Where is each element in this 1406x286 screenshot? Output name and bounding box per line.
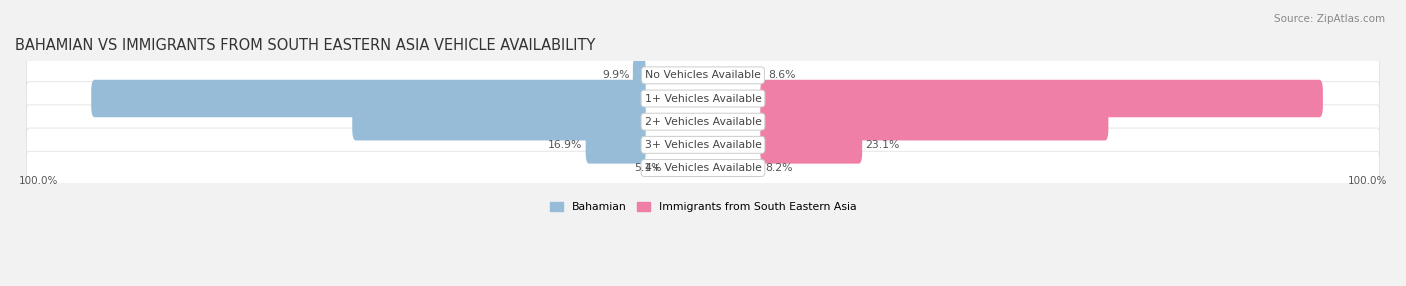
Text: 100.0%: 100.0% [18, 176, 58, 186]
Text: 59.6%: 59.6% [1333, 117, 1368, 127]
Text: Source: ZipAtlas.com: Source: ZipAtlas.com [1274, 14, 1385, 24]
Text: 9.9%: 9.9% [602, 70, 630, 80]
Text: 100.0%: 100.0% [1348, 176, 1388, 186]
FancyBboxPatch shape [27, 105, 1379, 138]
FancyBboxPatch shape [27, 59, 1379, 92]
Text: 8.2%: 8.2% [765, 163, 793, 173]
Text: 23.1%: 23.1% [866, 140, 900, 150]
Text: 5.1%: 5.1% [634, 163, 662, 173]
FancyBboxPatch shape [353, 103, 645, 140]
Text: 90.2%: 90.2% [38, 94, 73, 104]
FancyBboxPatch shape [761, 103, 1108, 140]
FancyBboxPatch shape [761, 126, 862, 164]
Text: 16.9%: 16.9% [548, 140, 582, 150]
FancyBboxPatch shape [586, 126, 645, 164]
Text: 2+ Vehicles Available: 2+ Vehicles Available [644, 117, 762, 127]
Text: 51.5%: 51.5% [38, 117, 73, 127]
FancyBboxPatch shape [27, 128, 1379, 162]
FancyBboxPatch shape [27, 151, 1379, 185]
Text: 3+ Vehicles Available: 3+ Vehicles Available [644, 140, 762, 150]
Text: No Vehicles Available: No Vehicles Available [645, 70, 761, 80]
Text: 4+ Vehicles Available: 4+ Vehicles Available [644, 163, 762, 173]
Text: 8.6%: 8.6% [768, 70, 796, 80]
Text: 1+ Vehicles Available: 1+ Vehicles Available [644, 94, 762, 104]
FancyBboxPatch shape [91, 80, 645, 117]
Legend: Bahamian, Immigrants from South Eastern Asia: Bahamian, Immigrants from South Eastern … [546, 198, 860, 217]
FancyBboxPatch shape [761, 80, 1323, 117]
FancyBboxPatch shape [633, 57, 645, 94]
Text: BAHAMIAN VS IMMIGRANTS FROM SOUTH EASTERN ASIA VEHICLE AVAILABILITY: BAHAMIAN VS IMMIGRANTS FROM SOUTH EASTER… [15, 38, 595, 53]
Text: 91.4%: 91.4% [1333, 94, 1368, 104]
FancyBboxPatch shape [27, 82, 1379, 115]
